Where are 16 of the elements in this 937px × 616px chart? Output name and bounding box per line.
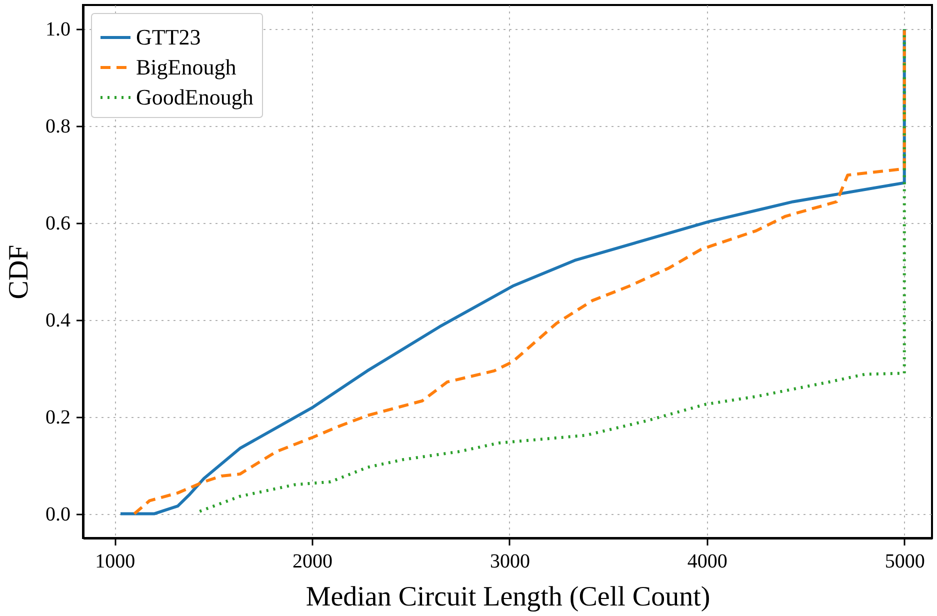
x-tick-label: 5000 (884, 550, 925, 572)
y-tick-label: 0.2 (46, 406, 70, 428)
x-tick-label: 1000 (95, 550, 136, 572)
x-tick-label: 4000 (687, 550, 728, 572)
y-tick-label: 0.4 (46, 309, 70, 332)
x-axis-title: Median Circuit Length (Cell Count) (306, 582, 710, 612)
y-tick-label: 0.0 (46, 503, 70, 526)
y-tick-label: 0.8 (46, 116, 70, 138)
legend-label: BigEnough (136, 54, 236, 80)
y-tick-label: 0.6 (46, 212, 70, 235)
x-tick-label: 3000 (490, 550, 530, 572)
x-tick-label: 2000 (292, 550, 333, 572)
y-axis-title: CDF (4, 244, 34, 300)
legend-label: GoodEnough (136, 84, 254, 110)
legend-label: GTT23 (136, 24, 201, 50)
y-tick-label: 1.0 (46, 18, 70, 41)
